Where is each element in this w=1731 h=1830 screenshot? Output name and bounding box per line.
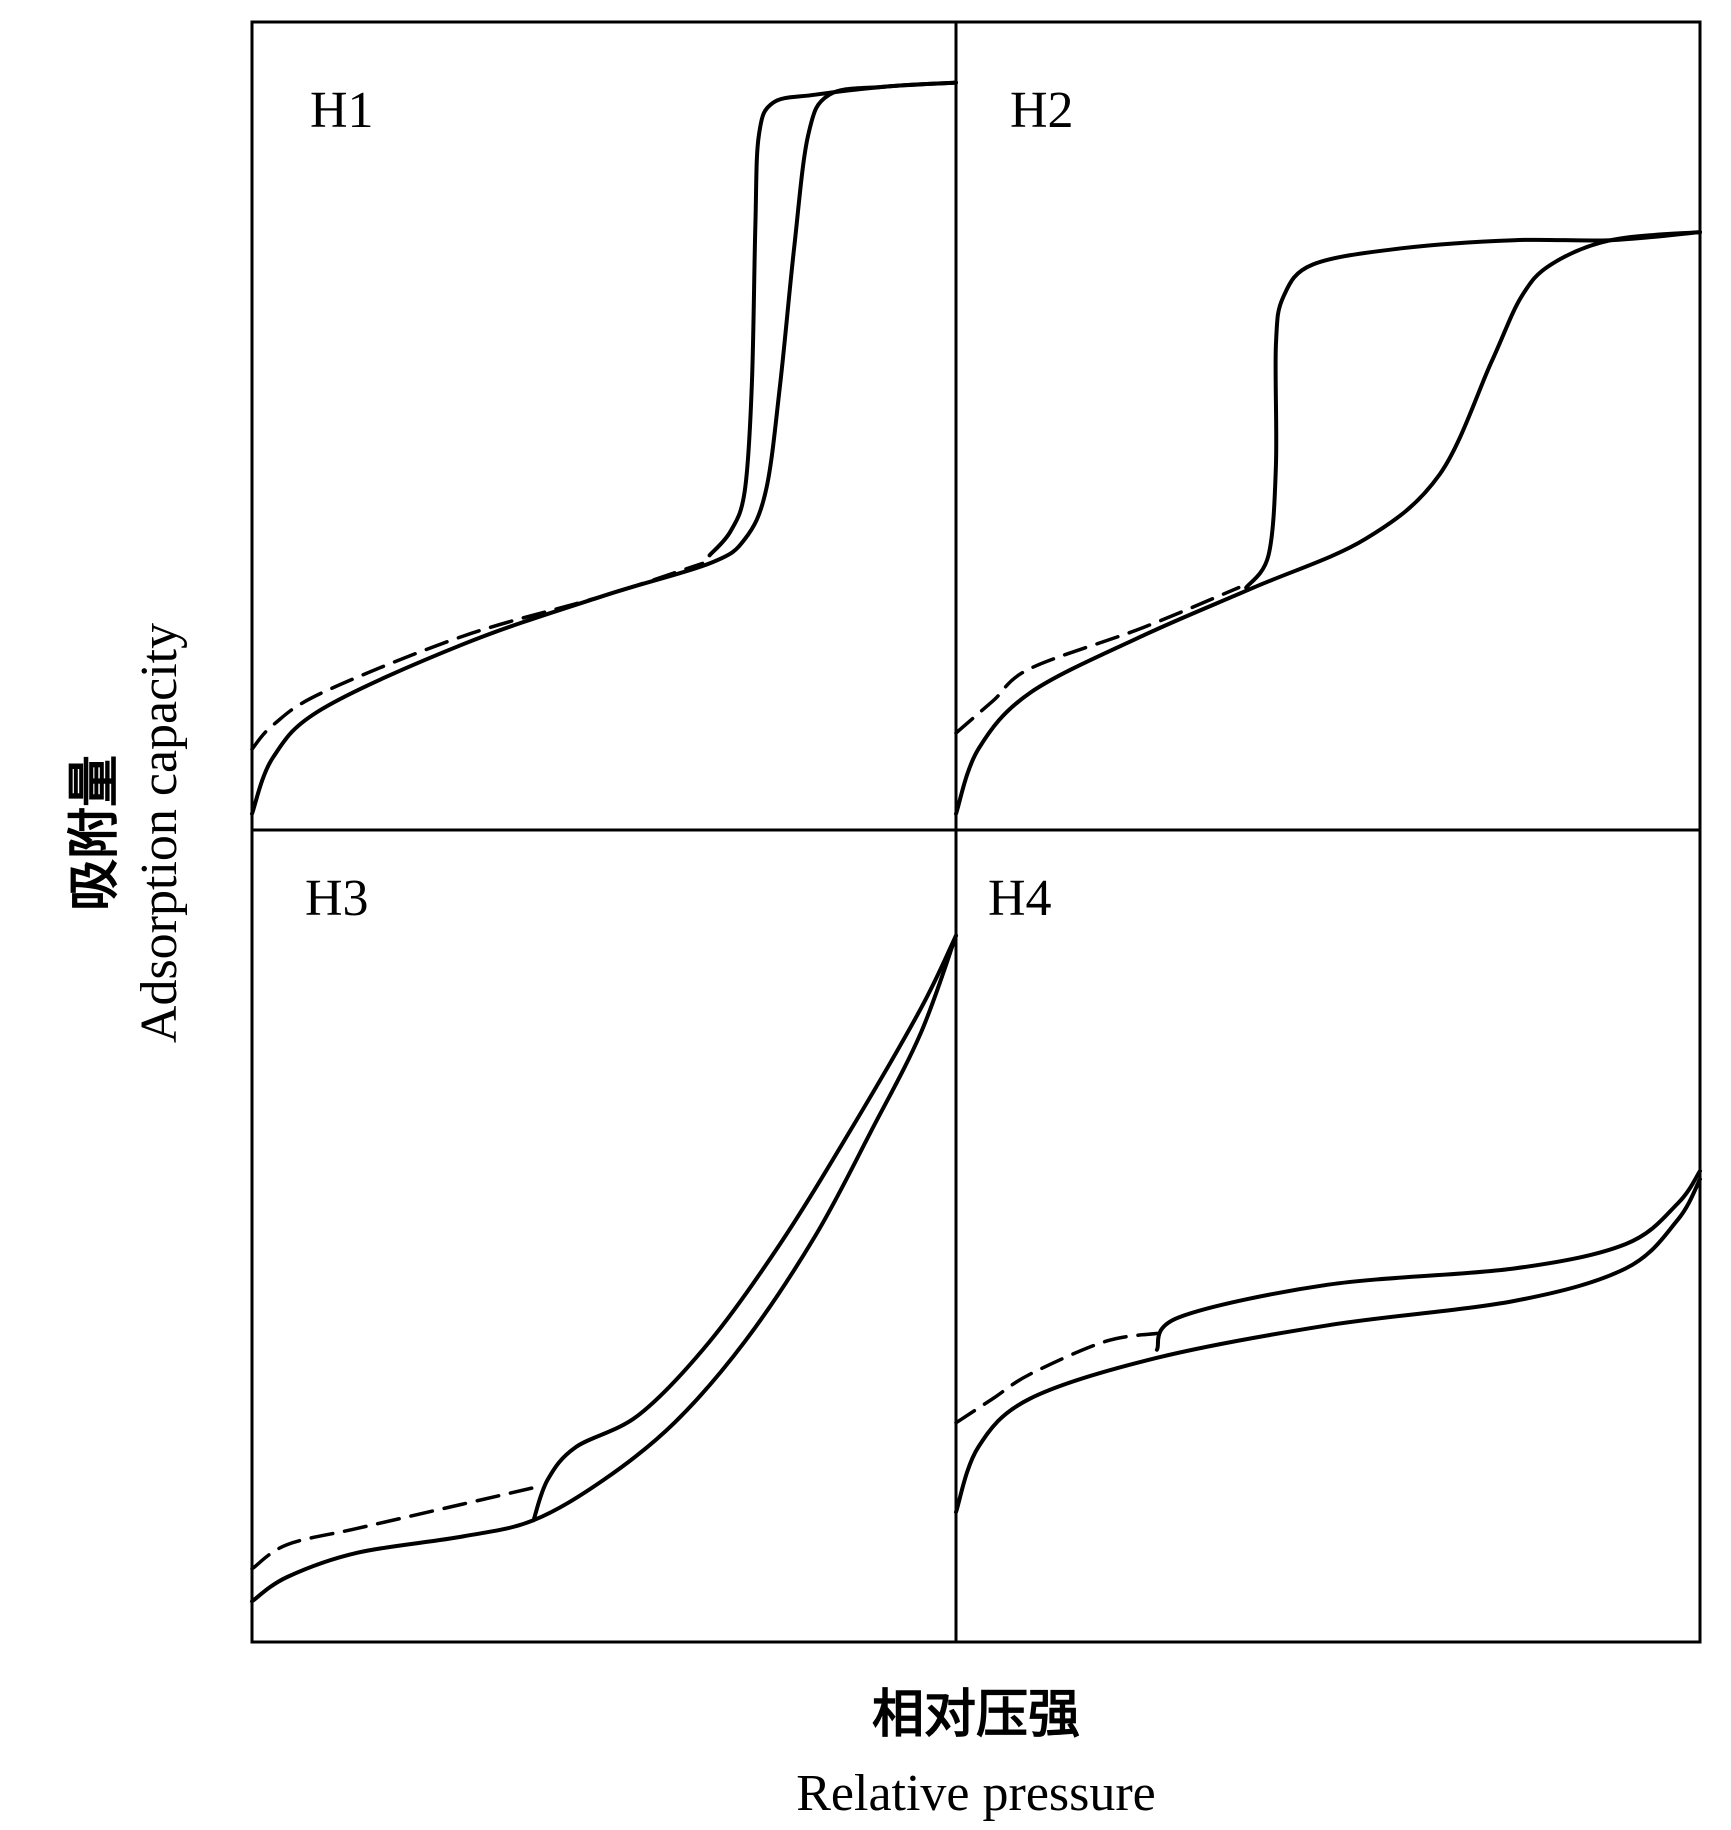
panel-h3-series-2-dashed xyxy=(250,1485,536,1571)
plot-frame xyxy=(250,20,1702,1644)
panel-h3-series-1 xyxy=(531,933,958,1523)
panel-h4-series-0 xyxy=(954,1177,1702,1515)
panel-h1-series-1 xyxy=(707,80,958,558)
curves-layer xyxy=(250,80,1702,1604)
panel-h1-series-0 xyxy=(250,80,958,816)
panel-label-h2: H2 xyxy=(1010,82,1074,139)
panel-h3-series-0 xyxy=(250,933,958,1604)
panel-label-h4: H4 xyxy=(988,870,1052,927)
panel-h1-curves xyxy=(250,80,958,816)
panel-h4-series-1 xyxy=(1154,1169,1702,1352)
panel-h2-series-0 xyxy=(954,230,1702,816)
y-axis-label-cn: 吸附量 xyxy=(65,755,125,911)
panel-h3-curves xyxy=(250,933,958,1604)
panel-h4-series-2-dashed xyxy=(954,1331,1159,1425)
panel-h4-curves xyxy=(954,1169,1702,1515)
panel-h2-series-1 xyxy=(1244,230,1702,590)
panel-label-h3: H3 xyxy=(305,870,369,927)
panel-h2-curves xyxy=(954,230,1702,816)
panel-label-h1: H1 xyxy=(310,82,374,139)
x-axis-label-en: Relative pressure xyxy=(796,1765,1156,1822)
panel-h2-series-2-dashed xyxy=(954,585,1241,735)
x-axis-label-cn: 相对压强 xyxy=(872,1685,1080,1745)
panel-h1-series-2-dashed xyxy=(250,561,705,751)
y-axis-label-en: Adsorption capacity xyxy=(131,623,188,1043)
